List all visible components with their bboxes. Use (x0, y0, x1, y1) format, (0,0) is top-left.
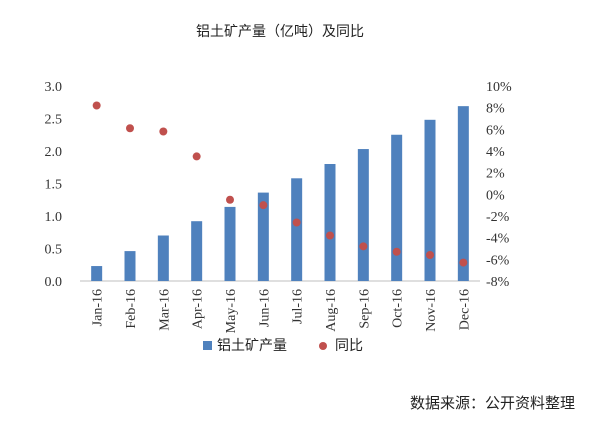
right-tick-label: 4% (486, 145, 505, 160)
bar (91, 266, 103, 281)
x-tick-label: Jun-16 (257, 289, 272, 327)
bar (124, 251, 136, 281)
legend: 铝土矿产量 同比 (203, 338, 363, 354)
x-tick-label: Apr-16 (191, 289, 206, 329)
left-tick-label: 2.5 (45, 113, 63, 128)
right-axis: -8% -6% -4% -2% 0% 2% 4% 6% 8% 10% (486, 80, 512, 290)
x-tick-label: Aug-16 (324, 289, 339, 332)
legend-bar-swatch (203, 341, 212, 350)
bar-series (91, 106, 469, 282)
left-tick-label: 0.5 (45, 243, 63, 258)
right-tick-label: 10% (486, 80, 512, 95)
left-tick-label: 0.0 (45, 275, 63, 290)
x-axis: Jan-16 Feb-16 Mar-16 Apr-16 May-16 Jun-16 Jul-… (91, 289, 473, 333)
left-tick-label: 2.0 (45, 145, 63, 160)
right-tick-label: -4% (486, 232, 510, 247)
right-tick-label: 6% (486, 123, 505, 138)
bar (357, 149, 369, 281)
bar (291, 178, 303, 281)
x-tick-label: Nov-16 (424, 289, 439, 332)
scatter-point (159, 127, 168, 136)
bar (191, 221, 203, 281)
x-tick-label: Dec-16 (457, 289, 472, 330)
left-tick-label: 1.5 (45, 178, 63, 193)
legend-bar-label: 铝土矿产量 (217, 338, 287, 354)
chart-title: 铝土矿产量（亿吨）及同比 (196, 24, 364, 40)
bar (424, 119, 436, 281)
scatter-point (226, 195, 234, 204)
x-tick-label: Jan-16 (91, 289, 106, 326)
scatter-point (92, 101, 101, 110)
right-tick-label: 2% (486, 167, 505, 182)
legend-dot-swatch (319, 342, 327, 350)
x-tick-label: May-16 (224, 289, 239, 333)
bar (457, 106, 469, 282)
x-tick-label: Jul-16 (291, 289, 306, 324)
scatter-point (392, 247, 401, 256)
left-tick-label: 3.0 (45, 80, 63, 95)
bar (157, 235, 169, 281)
left-axis: 0.0 0.5 1.0 1.5 2.0 2.5 3.0 (45, 80, 63, 290)
x-tick-label: Sep-16 (357, 289, 372, 329)
scatter-point (426, 251, 434, 259)
right-tick-label: 8% (486, 102, 505, 117)
bar (324, 164, 336, 281)
scatter-point (326, 231, 334, 240)
scatter-point (192, 152, 201, 161)
scatter-point (459, 258, 468, 267)
scatter-point (126, 124, 134, 133)
bar (224, 206, 236, 281)
bar (257, 192, 269, 281)
scatter-point (292, 218, 301, 227)
source-note: 数据来源：公开资料整理 (409, 394, 575, 412)
legend-dot-label: 同比 (335, 338, 363, 354)
left-tick-label: 1.0 (45, 210, 63, 225)
right-tick-label: -2% (486, 210, 510, 225)
x-tick-label: Oct-16 (391, 289, 406, 328)
x-tick-label: Mar-16 (157, 289, 172, 331)
scatter-point (259, 201, 268, 210)
bar (391, 134, 403, 281)
scatter-point (359, 242, 368, 251)
right-tick-label: 0% (486, 188, 505, 203)
right-tick-label: -8% (486, 275, 510, 290)
x-tick-label: Feb-16 (124, 289, 139, 329)
right-tick-label: -6% (486, 253, 510, 268)
scatter-series (92, 101, 468, 267)
